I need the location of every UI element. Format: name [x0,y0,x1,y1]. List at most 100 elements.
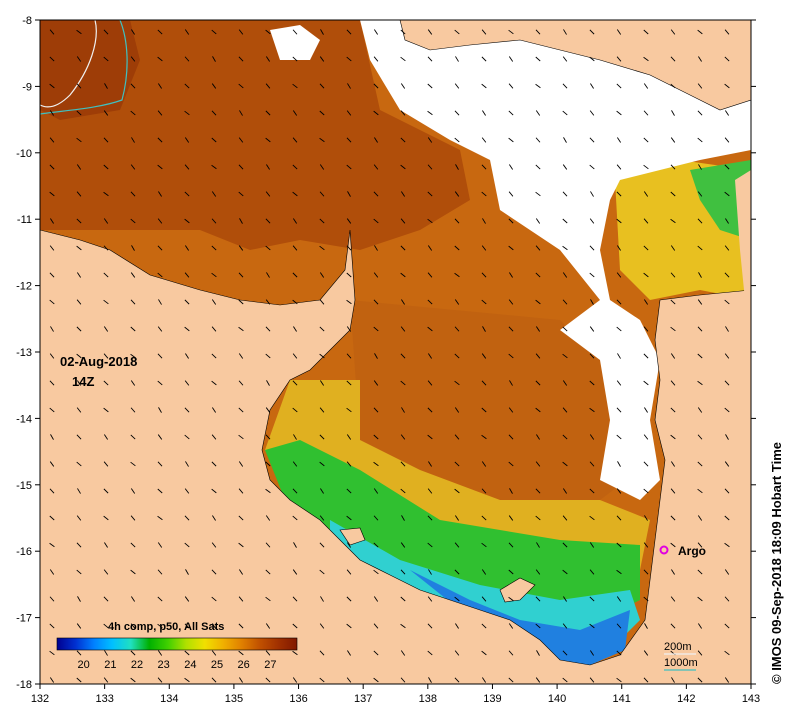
wind-vector [157,434,163,440]
wind-vector [346,110,352,116]
wind-vector [103,218,109,224]
wind-vector [373,623,379,629]
wind-vector [508,515,514,521]
wind-vector [724,29,730,35]
wind-vector [347,191,351,197]
time-label: 14Z [72,374,94,389]
wind-vector [427,488,433,494]
wind-vector [319,407,325,413]
wind-vector [400,542,406,548]
wind-vector [238,353,244,359]
wind-vector [724,407,730,413]
wind-vector [427,326,433,332]
wind-vector [454,488,460,494]
wind-vector [130,488,136,494]
wind-vector [346,245,352,251]
wind-vector [50,434,54,440]
wind-vector [616,596,622,602]
wind-vector [184,623,190,629]
wind-vector [400,191,406,197]
wind-vector [509,488,513,494]
wind-vector [157,56,163,62]
wind-vector [481,380,487,386]
wind-vector [508,29,514,35]
wind-vector [157,110,163,116]
wind-vector [76,272,82,278]
colorbar-tick-label: 20 [78,659,90,671]
wind-vector [373,515,379,521]
wind-vector [616,137,622,143]
wind-vector [49,542,55,548]
wind-vector [211,488,217,494]
wind-vector [346,596,352,602]
wind-vector [535,677,541,683]
wind-vector [238,29,244,35]
wind-vector [292,407,298,413]
wind-vector [130,326,136,332]
wind-vector [76,434,82,440]
wind-vector [76,164,82,170]
wind-vector [292,677,298,683]
wind-vector [49,353,55,359]
y-tick-label: -16 [16,546,32,558]
wind-vector [427,515,433,521]
wind-vector [346,218,352,224]
wind-vector [724,299,730,305]
wind-vector [184,407,190,413]
contour-1000m-label: 1000m [664,657,698,669]
wind-vector [454,299,460,305]
x-tick-label: 137 [354,693,372,705]
wind-vector [319,245,325,251]
wind-vector [320,488,324,494]
wind-vector [265,407,271,413]
wind-vector [265,218,271,224]
wind-vector [265,191,271,197]
wind-vector [589,596,595,602]
wind-vector [77,596,81,602]
wind-vector [428,677,432,683]
wind-vector [454,272,460,278]
wind-vector [157,83,163,89]
wind-vector [50,326,54,332]
wind-vector [562,299,568,305]
wind-vector [130,83,136,89]
x-tick-label: 139 [483,693,501,705]
x-tick-label: 136 [289,693,307,705]
wind-vector [320,596,324,602]
wind-vector [427,164,433,170]
wind-vector [157,245,163,251]
wind-vector [697,461,703,467]
wind-vector [158,299,162,305]
wind-vector [725,326,729,332]
wind-vector [211,569,217,575]
wind-vector [535,353,541,359]
wind-vector [184,218,190,224]
wind-vector [535,56,541,62]
wind-vector [239,677,243,683]
wind-vectors [49,29,730,683]
wind-vector [400,596,406,602]
wind-vector [76,623,82,629]
wind-vector [508,191,514,197]
wind-vector [724,677,730,683]
wind-vector [481,623,487,629]
wind-vector [373,380,379,386]
wind-vector [724,353,730,359]
wind-vector [49,677,55,683]
wind-vector [454,245,460,251]
wind-vector [185,353,189,359]
wind-vector [76,299,82,305]
date-label: 02-Aug-2018 [60,354,137,369]
wind-vector [184,434,190,440]
wind-vector [643,488,649,494]
wind-vector [49,299,55,305]
wind-vector [643,218,649,224]
wind-vector [184,515,190,521]
wind-vector [157,569,163,575]
wind-vector [292,596,298,602]
wind-vector [238,326,244,332]
y-tick-label: -11 [17,214,32,226]
wind-vector [104,542,108,548]
wind-vector [454,515,460,521]
wind-vector [130,677,136,683]
